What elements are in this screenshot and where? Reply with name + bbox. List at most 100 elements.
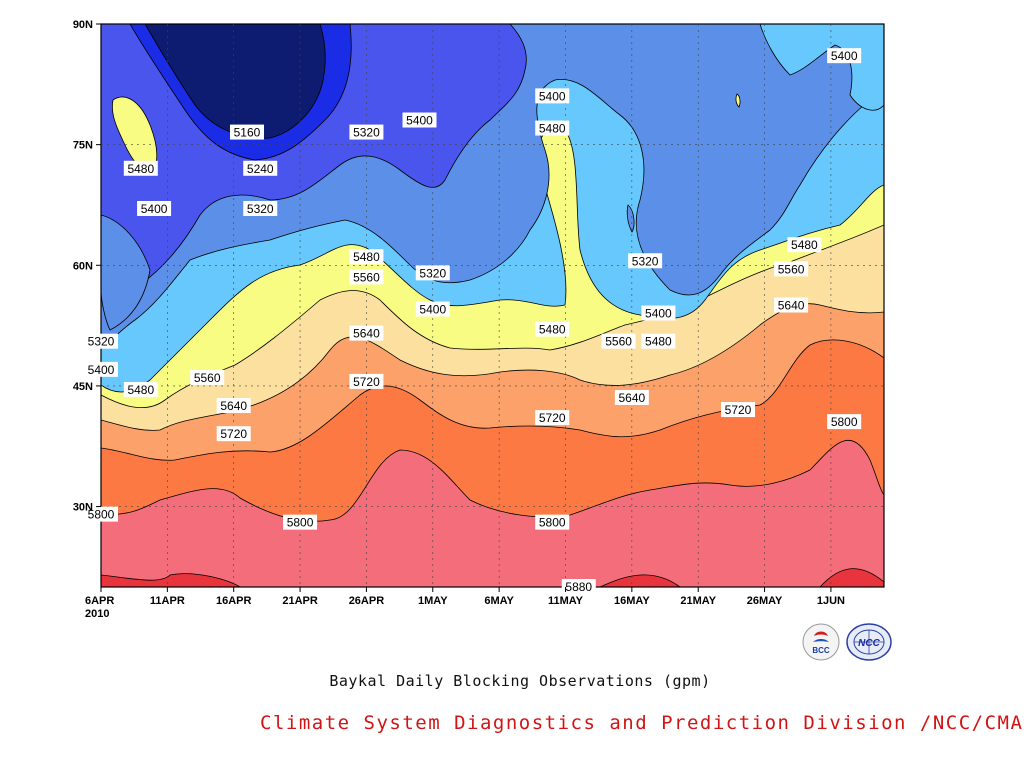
contour-label-text: 5400 <box>419 303 446 317</box>
x-tick-label: 1MAY <box>418 595 448 607</box>
contour-label: 5640 <box>774 297 809 313</box>
contour-label-bg <box>190 369 225 385</box>
x-tick-label: 11MAY <box>548 595 584 607</box>
contour-label: 5560 <box>349 269 384 285</box>
contour-label: 5240 <box>243 160 278 176</box>
contour-label-text: 5560 <box>353 270 380 284</box>
contour-label-text: 5480 <box>127 383 154 397</box>
contour-label-text: 5720 <box>220 427 247 441</box>
contour-label-bg <box>123 381 158 397</box>
pocket-blue-west <box>101 214 151 331</box>
contour-label-bg <box>561 579 596 594</box>
contour-label-bg <box>243 200 278 216</box>
contour-label-text: 5320 <box>632 254 659 268</box>
contour-label: 5480 <box>123 381 158 397</box>
contour-label: 5560 <box>190 369 225 385</box>
contour-label-text: 5160 <box>234 126 261 140</box>
contour-label: 5160 <box>229 124 264 140</box>
contour-label-text: 5480 <box>127 162 154 176</box>
contour-label: 5720 <box>721 402 756 418</box>
contour-label-bg <box>349 269 384 285</box>
contour-label-text: 5560 <box>778 262 805 276</box>
contour-label-text: 5480 <box>353 250 380 264</box>
contour-label-bg <box>535 410 570 426</box>
contour-label: 5400 <box>402 112 437 128</box>
contour-label-text: 5800 <box>831 415 858 429</box>
contour-label-text: 5640 <box>220 399 247 413</box>
contour-label-text: 5320 <box>419 266 446 280</box>
contour-label-bg <box>415 301 450 317</box>
contour-chart: 5400 5400 5400 5480 5160 5320 5480 5240 5400 5320… <box>73 19 885 620</box>
band-5080 <box>144 24 326 139</box>
x-tick-label: 21APR <box>282 595 318 607</box>
contour-label: 5480 <box>349 249 384 265</box>
contour-label: 5400 <box>827 48 862 64</box>
contour-fill-layer <box>101 24 884 587</box>
y-tick-label: 30N <box>73 502 93 514</box>
contour-label-text: 5320 <box>247 202 274 216</box>
contour-label-text: 5560 <box>194 371 221 385</box>
x-year-label: 2010 <box>85 608 109 620</box>
contour-label-bg <box>123 160 158 176</box>
contour-label-text: 5880 <box>565 580 592 594</box>
contour-label: 5640 <box>614 389 649 405</box>
contour-label-text: 5720 <box>353 375 380 389</box>
contour-label-bg <box>349 325 384 341</box>
contour-label-bg <box>349 124 384 140</box>
contour-label-text: 5400 <box>141 202 168 216</box>
contour-label-bg <box>402 112 437 128</box>
contour-label: 5720 <box>535 410 570 426</box>
bcc-logo: BCC <box>800 622 842 662</box>
contour-label: 5880 <box>561 579 596 594</box>
contour-label-text: 5320 <box>353 126 380 140</box>
bcc-logo-icon: BCC <box>802 623 840 661</box>
x-tick-label: 1JUN <box>817 595 845 607</box>
contour-label-bg <box>535 120 570 136</box>
contour-label-bg <box>641 305 676 321</box>
contour-label-bg <box>243 160 278 176</box>
x-tick-label: 16MAY <box>614 595 650 607</box>
contour-label-text: 5560 <box>605 335 632 349</box>
contour-label: 5560 <box>601 333 636 349</box>
pocket-ne-light <box>759 24 884 111</box>
contour-label-text: 5480 <box>539 122 566 136</box>
contour-label-bg <box>137 200 172 216</box>
contour-label-bg <box>721 402 756 418</box>
contour-label-bg <box>84 333 118 349</box>
contour-label: 5480 <box>787 237 822 253</box>
contour-label-bg <box>535 514 570 530</box>
contour-labels: 5400 5400 5400 5480 5160 5320 5480 5240 5400 5320… <box>84 48 862 594</box>
contour-label: 5320 <box>415 265 450 281</box>
contour-label-bg <box>84 361 118 377</box>
contour-label: 5800 <box>84 506 118 522</box>
x-tick-label: 26APR <box>349 595 385 607</box>
contour-label-text: 5400 <box>88 363 115 377</box>
contour-label: 5800 <box>827 414 862 430</box>
contour-label-bg <box>535 88 570 104</box>
contour-label: 5720 <box>216 426 251 442</box>
contour-label-text: 5400 <box>406 114 433 128</box>
contour-label: 5400 <box>137 200 172 216</box>
contour-label-bg <box>614 389 649 405</box>
contour-label-bg <box>641 333 676 349</box>
y-tick-label: 90N <box>73 19 93 31</box>
contour-label-bg <box>827 414 862 430</box>
contour-label: 5400 <box>535 88 570 104</box>
contour-label: 5480 <box>535 321 570 337</box>
x-tick-label: 26MAY <box>747 595 783 607</box>
contour-label-bg <box>774 261 809 277</box>
grid-lines <box>101 24 884 587</box>
contour-label-bg <box>535 321 570 337</box>
ncc-logo: NCC <box>845 622 893 662</box>
footer-credit: Climate System Diagnostics and Predictio… <box>260 712 1024 734</box>
contour-label: 5800 <box>535 514 570 530</box>
contour-label-bg <box>601 333 636 349</box>
contour-label-text: 5800 <box>539 516 566 530</box>
contour-label: 5480 <box>535 120 570 136</box>
contour-label-text: 5640 <box>778 299 805 313</box>
contour-label-text: 5480 <box>645 335 672 349</box>
contour-label-bg <box>349 373 384 389</box>
contour-label: 5640 <box>349 325 384 341</box>
x-tick-label: 16APR <box>216 595 252 607</box>
x-axis: 6APR 11APR 16APR 21APR 26APR 1MAY 6MAY 11MAY 16M… <box>85 587 845 620</box>
